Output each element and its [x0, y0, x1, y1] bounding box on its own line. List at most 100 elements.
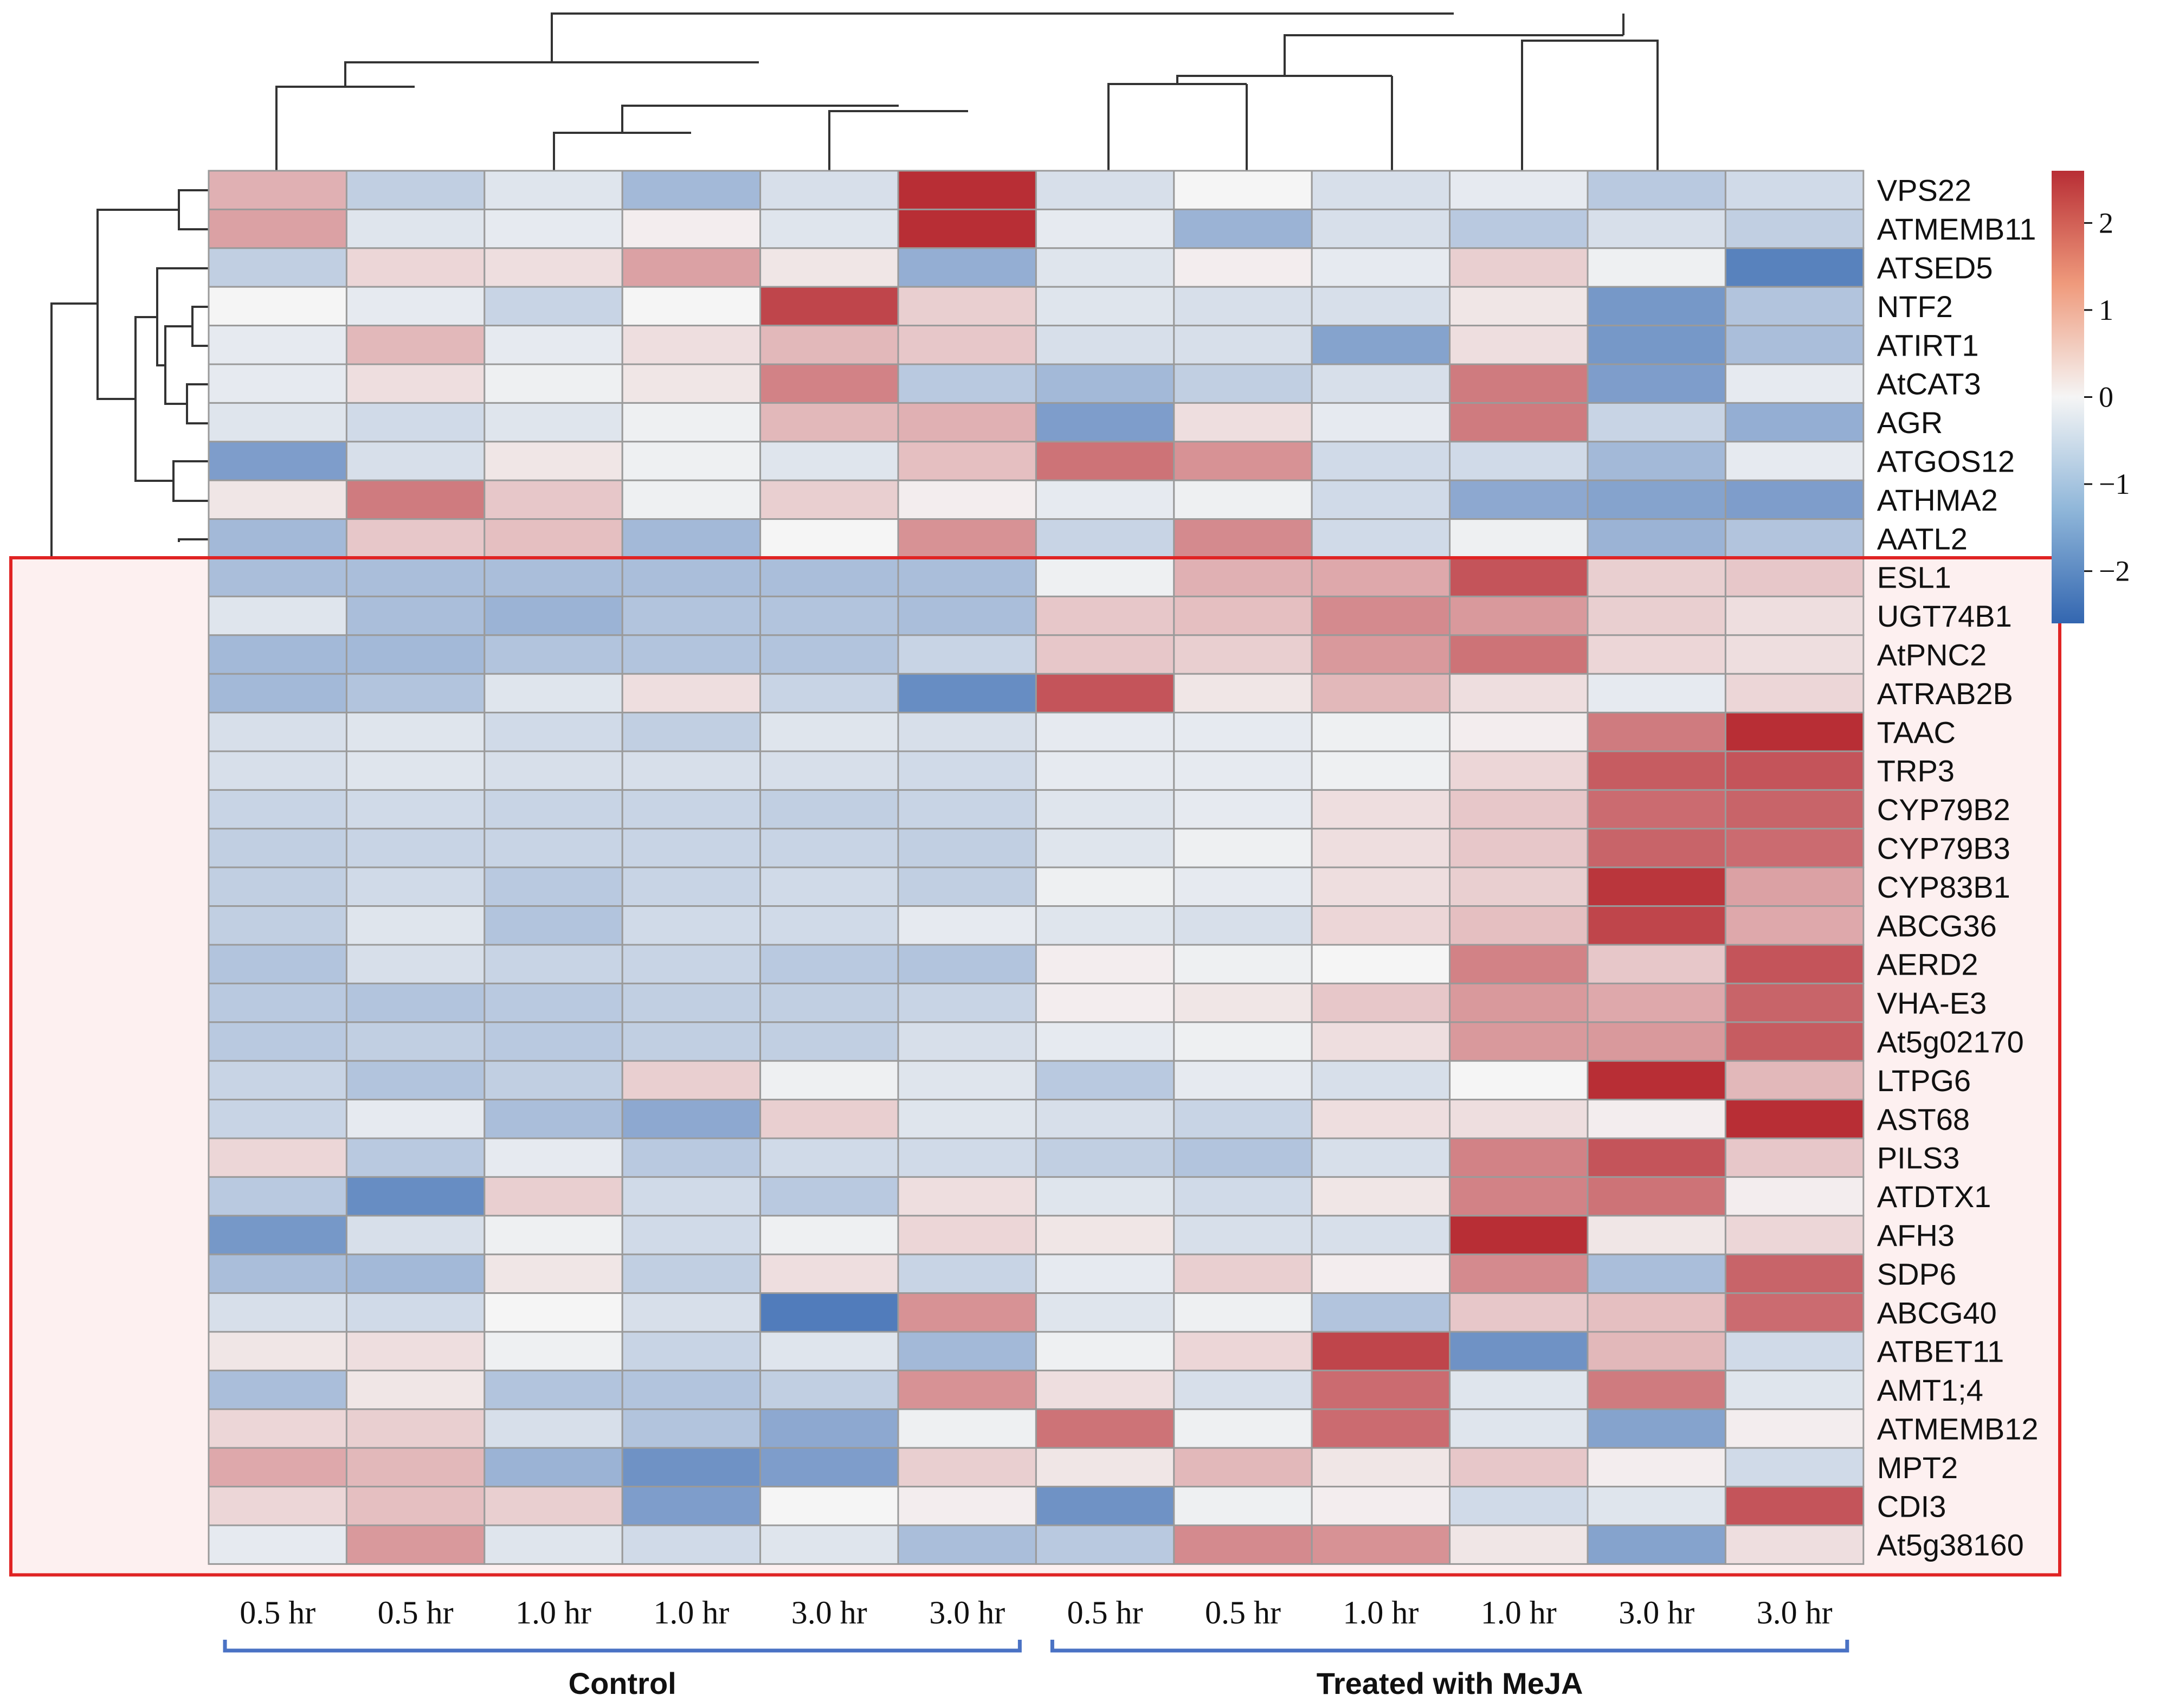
- heatmap-cell: [1173, 479, 1313, 520]
- row-dendro-branch: [191, 306, 209, 347]
- row-label: ATBET11: [1877, 1335, 2004, 1369]
- heatmap-cell: [759, 982, 899, 1023]
- heatmap-cell: [1035, 673, 1175, 714]
- row-label: AST68: [1877, 1102, 1970, 1136]
- heatmap-cell: [1587, 1176, 1726, 1217]
- heatmap-cell: [1724, 673, 1865, 714]
- heatmap-cell: [1035, 170, 1175, 210]
- heatmap-cell: [345, 634, 486, 675]
- heatmap-cell: [208, 905, 347, 946]
- heatmap-cell: [897, 1253, 1037, 1294]
- heatmap-cell: [1311, 325, 1451, 365]
- highlight-box: [9, 556, 2061, 1577]
- heatmap-cell: [483, 1408, 623, 1449]
- col-dendro-branch: [1521, 40, 1658, 171]
- heatmap-cell: [1035, 1137, 1175, 1178]
- heatmap-cell: [483, 982, 623, 1023]
- heatmap-cell: [483, 712, 623, 752]
- row-label: ATSED5: [1877, 251, 1993, 285]
- heatmap-cell: [1173, 944, 1313, 984]
- heatmap-cell: [1724, 1021, 1865, 1062]
- heatmap-cell: [1035, 1292, 1175, 1333]
- heatmap-cell: [1173, 1060, 1313, 1101]
- heatmap-cell: [208, 1176, 347, 1217]
- heatmap-cell: [208, 1021, 347, 1062]
- heatmap-cell: [621, 402, 762, 443]
- heatmap-cell: [897, 247, 1037, 288]
- heatmap-cell: [1449, 1060, 1589, 1101]
- heatmap-cell: [1587, 1253, 1726, 1294]
- heatmap-cell: [759, 595, 899, 636]
- heatmap-cell: [621, 170, 762, 210]
- row-label: VHA-E3: [1877, 986, 1987, 1020]
- heatmap-cell: [1587, 944, 1726, 984]
- heatmap-cell: [1311, 247, 1451, 288]
- column-label: 3.0 hr: [929, 1595, 1005, 1630]
- heatmap-cell: [897, 1215, 1037, 1255]
- heatmap-cell: [1587, 595, 1726, 636]
- heatmap-cell: [621, 595, 762, 636]
- heatmap-cell: [1587, 750, 1726, 791]
- heatmap-cell: [1311, 1292, 1451, 1333]
- heatmap-cell: [1035, 982, 1175, 1023]
- col-dendro-branch: [828, 110, 968, 171]
- heatmap-cell: [1311, 789, 1451, 830]
- row-dendro-branch: [172, 460, 209, 502]
- heatmap-cell: [345, 1292, 486, 1333]
- heatmap-cell: [1311, 712, 1451, 752]
- heatmap-cell: [1035, 1253, 1175, 1294]
- heatmap-cell: [1587, 789, 1726, 830]
- heatmap-cell: [1173, 1021, 1313, 1062]
- colorbar-tick-label: 0: [2099, 381, 2113, 414]
- heatmap-cell: [1035, 1447, 1175, 1488]
- heatmap-cell: [897, 1021, 1037, 1062]
- heatmap-cell: [759, 1021, 899, 1062]
- heatmap-cell: [621, 750, 762, 791]
- heatmap-cell: [759, 1408, 899, 1449]
- heatmap-cell: [1587, 1060, 1726, 1101]
- heatmap-cell: [1724, 1447, 1865, 1488]
- heatmap-cell: [1173, 1099, 1313, 1139]
- heatmap-cell: [483, 518, 623, 559]
- heatmap-cell: [1173, 634, 1313, 675]
- heatmap-cell: [1035, 1331, 1175, 1371]
- heatmap-cell: [1173, 1331, 1313, 1371]
- heatmap-cell: [621, 325, 762, 365]
- heatmap-cell: [1311, 905, 1451, 946]
- heatmap-cell: [1035, 1369, 1175, 1410]
- heatmap-cell: [1311, 402, 1451, 443]
- row-label: AGR: [1877, 405, 1943, 440]
- row-label: ATIRT1: [1877, 328, 1979, 362]
- heatmap-cell: [759, 789, 899, 830]
- heatmap-cell: [345, 1486, 486, 1526]
- heatmap-cell: [1724, 828, 1865, 868]
- heatmap-cell: [208, 634, 347, 675]
- heatmap-cell: [621, 1292, 762, 1333]
- heatmap-cell: [208, 557, 347, 597]
- heatmap-cell: [621, 286, 762, 327]
- row-label: TAAC: [1877, 715, 1956, 749]
- heatmap-cell: [1587, 363, 1726, 404]
- heatmap-cell: [1449, 247, 1589, 288]
- heatmap-cell: [1724, 905, 1865, 946]
- col-dendro-branch: [1284, 34, 1623, 76]
- heatmap-cell: [345, 828, 486, 868]
- heatmap-cell: [208, 1060, 347, 1101]
- heatmap-cell: [1449, 1486, 1589, 1526]
- heatmap-cell: [621, 905, 762, 946]
- col-dendro-branch: [1590, 40, 1659, 171]
- heatmap-cell: [1035, 789, 1175, 830]
- heatmap-cell: [208, 1331, 347, 1371]
- heatmap-cell: [1587, 828, 1726, 868]
- row-label: UGT74B1: [1877, 599, 2012, 633]
- heatmap-cell: [1449, 712, 1589, 752]
- heatmap-cell: [1311, 1099, 1451, 1139]
- heatmap-cell: [1173, 982, 1313, 1023]
- row-label: AtPNC2: [1877, 638, 1987, 672]
- heatmap-cell: [483, 325, 623, 365]
- heatmap-cell: [621, 1331, 762, 1371]
- heatmap-cell: [1724, 325, 1865, 365]
- heatmap-cell: [345, 363, 486, 404]
- heatmap-cell: [1449, 518, 1589, 559]
- heatmap-cell: [897, 750, 1037, 791]
